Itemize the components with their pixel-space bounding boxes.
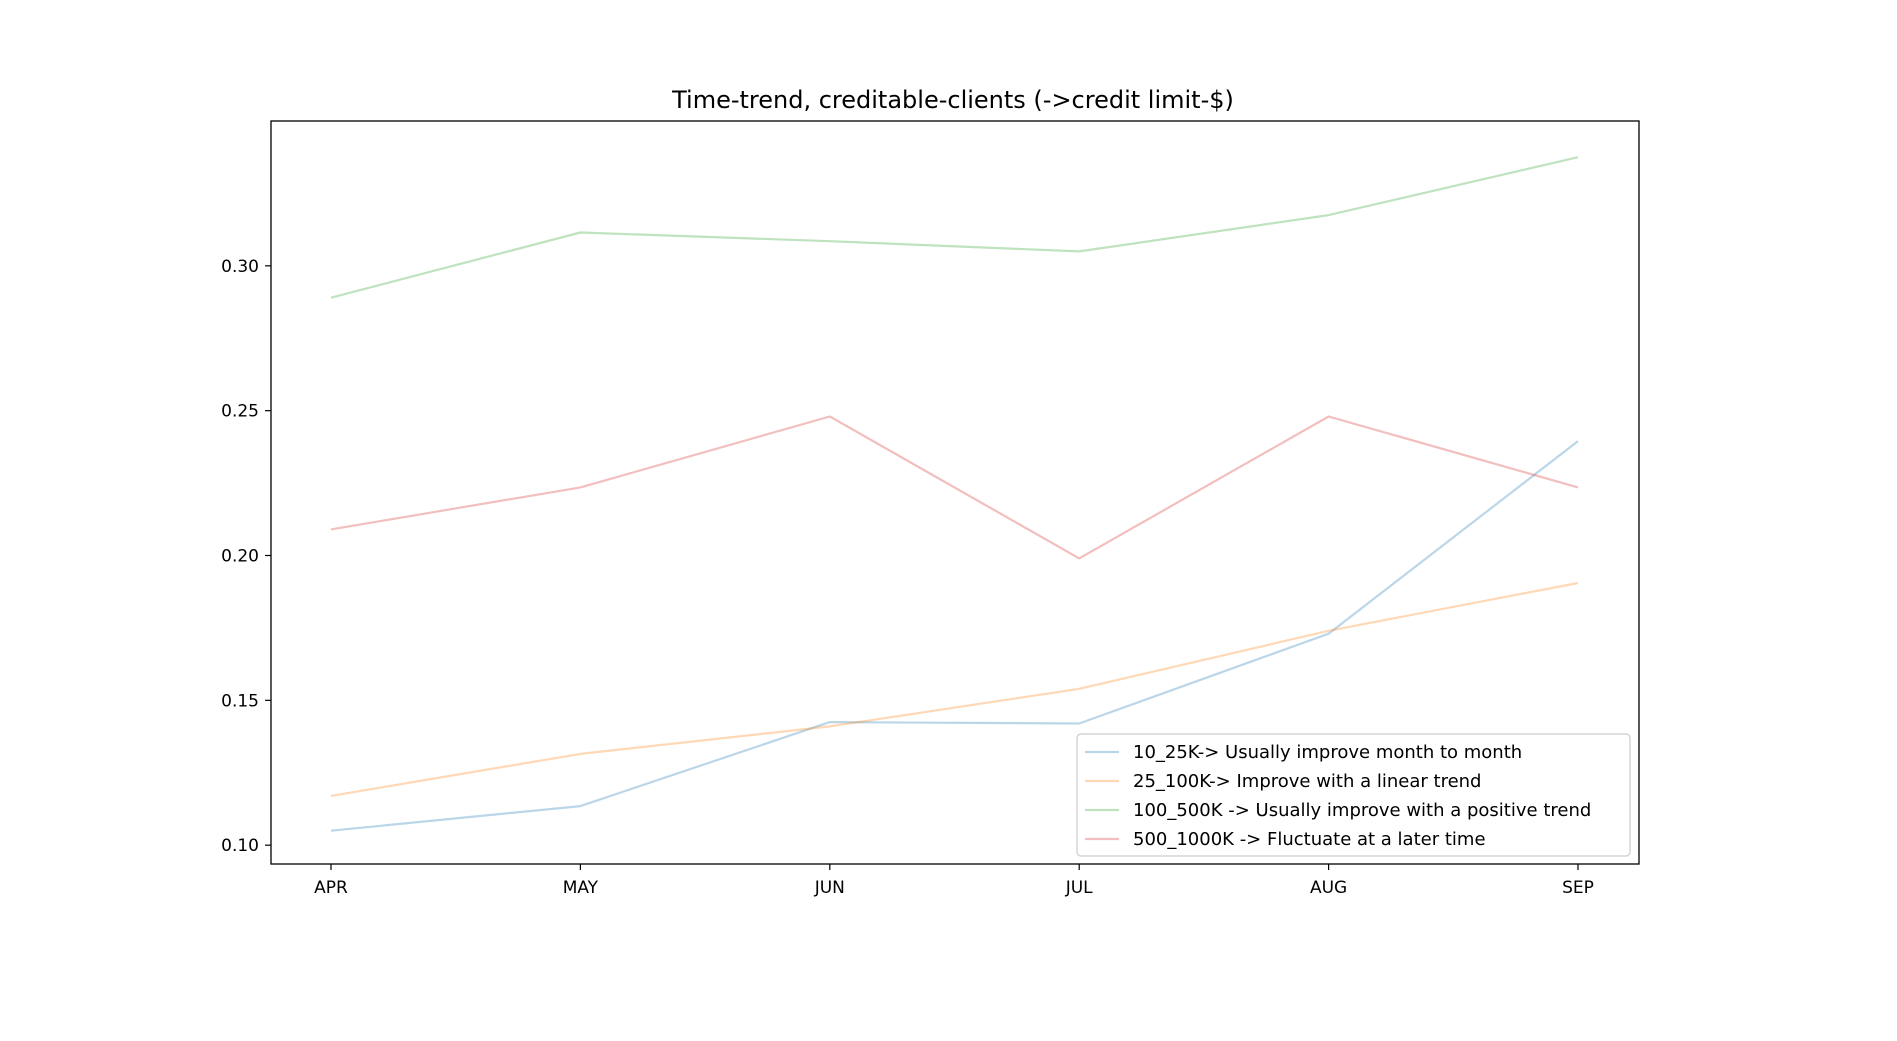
series-line-3 — [330, 156, 1579, 299]
axes-frame — [270, 120, 1640, 865]
x-tick-label: APR — [314, 878, 348, 898]
x-tick-label: MAY — [563, 878, 599, 898]
series-line-2 — [330, 581, 1579, 797]
y-tick-label: 0.25 — [221, 402, 259, 422]
legend-label: 100_500K -> Usually improve with a posit… — [1133, 800, 1591, 821]
y-axis: 0.10 0.15 0.20 0.25 0.30 — [221, 257, 271, 856]
legend-label: 25_100K-> Improve with a linear trend — [1133, 771, 1481, 792]
legend-label: 10_25K-> Usually improve month to month — [1133, 742, 1522, 763]
legend: 10_25K-> Usually improve month to month 2… — [1076, 733, 1631, 857]
x-tick-label: SEP — [1562, 878, 1594, 898]
series-line-4 — [330, 415, 1579, 560]
plot-area — [330, 156, 1579, 832]
y-tick-label: 0.10 — [221, 836, 259, 856]
x-tick-label: JUN — [814, 878, 845, 898]
y-tick-label: 0.30 — [221, 257, 259, 277]
y-tick-label: 0.15 — [221, 691, 259, 711]
y-tick-label: 0.20 — [221, 547, 259, 567]
legend-label: 500_1000K -> Fluctuate at a later time — [1133, 829, 1486, 850]
chart-title: Time-trend, creditable-clients (->credit… — [671, 86, 1234, 114]
x-tick-label: AUG — [1310, 878, 1347, 898]
x-axis: APR MAY JUN JUL AUG SEP — [314, 864, 1594, 898]
legend-box — [1076, 733, 1631, 857]
x-tick-label: JUL — [1065, 878, 1093, 898]
series-line-1 — [330, 440, 1579, 832]
